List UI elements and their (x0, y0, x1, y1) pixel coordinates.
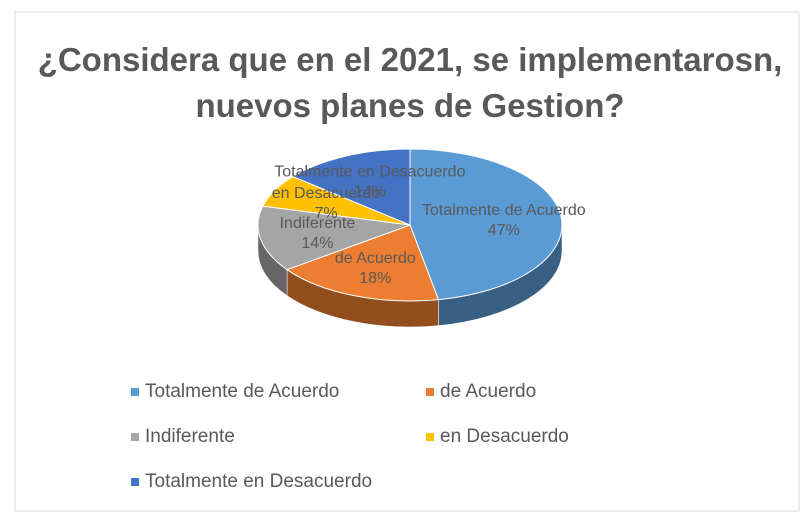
legend-label: de Acuerdo (440, 381, 536, 402)
data-label-value: 7% (314, 205, 337, 222)
data-label-value: 14% (354, 184, 386, 201)
chart-title: ¿Considera que en el 2021, se implementa… (38, 41, 783, 124)
slice (409, 148, 563, 301)
legend-label: Totalmente de Acuerdo (145, 381, 339, 402)
data-label-value: 18% (359, 270, 391, 287)
data-label-name: Totalmente de Acuerdo (422, 202, 586, 219)
data-label-name: de Acuerdo (335, 250, 416, 267)
slice (257, 205, 411, 271)
data-label-value: 14% (301, 235, 333, 252)
data-label-name: en Desacuerdo (272, 185, 381, 202)
slice (291, 148, 411, 226)
legend-swatch (426, 388, 434, 396)
legend-label: Totalmente en Desacuerdo (145, 471, 372, 492)
legend-label: en Desacuerdo (440, 426, 569, 447)
legend-swatch (131, 433, 139, 441)
legend-swatch (131, 388, 139, 396)
pie: Totalmente de Acuerdo 47% de Acuerdo 18% Ind… (257, 148, 586, 328)
legend-swatch (131, 478, 139, 486)
legend-label: Indiferente (145, 426, 235, 447)
data-label-name: Indiferente (280, 215, 356, 232)
data-label-value: 47% (488, 222, 520, 239)
slice (285, 224, 440, 302)
legend-swatch (426, 433, 434, 441)
data-label-name: Totalmente en Desacuerdo (274, 164, 465, 181)
